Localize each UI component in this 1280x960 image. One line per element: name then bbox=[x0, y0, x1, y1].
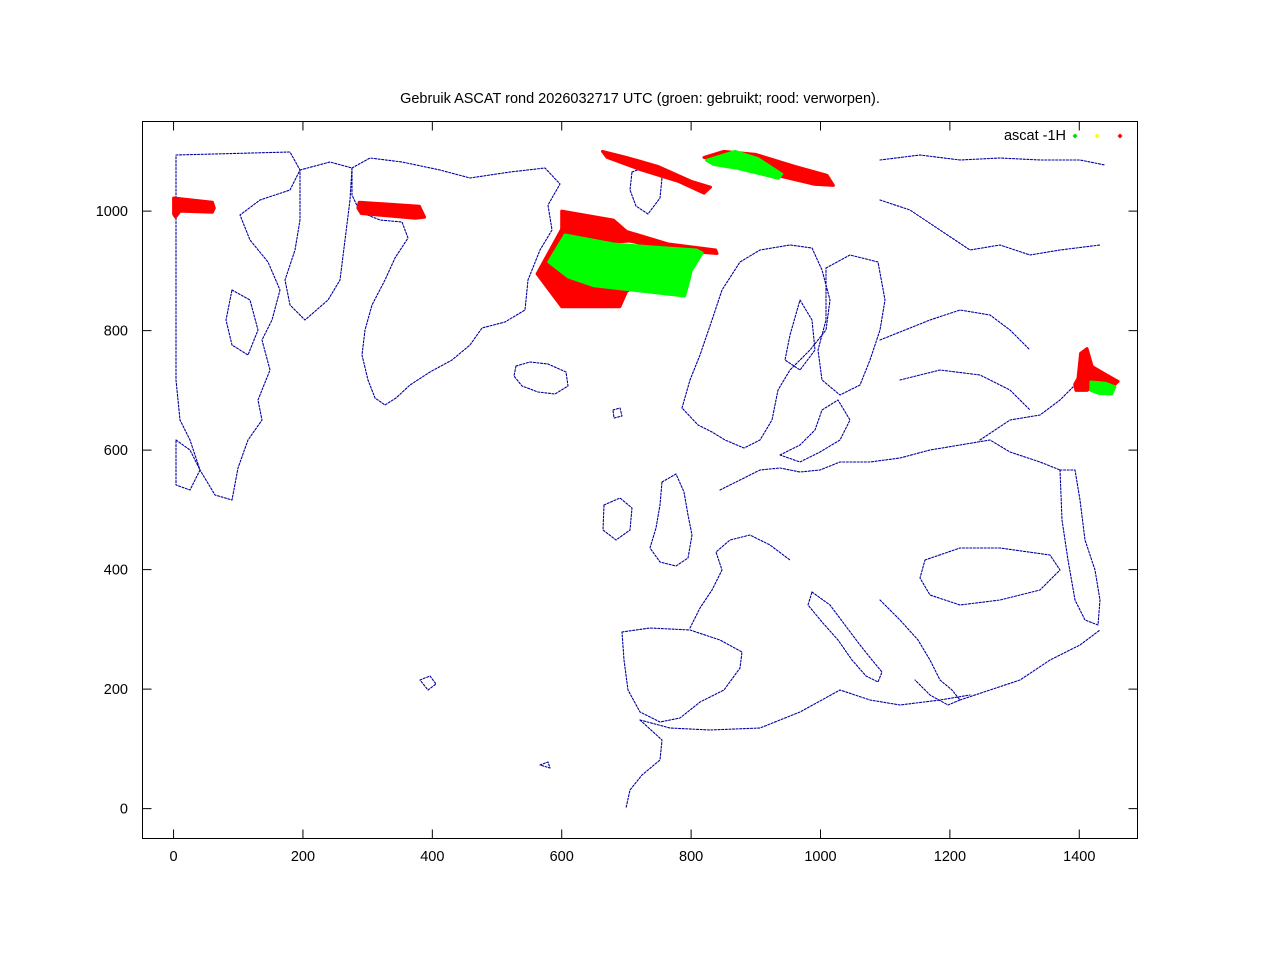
coastline bbox=[784, 299, 816, 371]
x-tick-label: 1200 bbox=[934, 849, 966, 865]
coastline bbox=[621, 627, 743, 723]
plot-frame bbox=[142, 121, 1138, 839]
legend-marker bbox=[1072, 133, 1078, 139]
x-tick-label: 1400 bbox=[1063, 849, 1095, 865]
ascat-rejected-region bbox=[172, 196, 216, 219]
x-tick-label: 200 bbox=[291, 849, 315, 865]
x-tick-label: 0 bbox=[170, 849, 178, 865]
coastline bbox=[225, 289, 259, 356]
x-axis: 0 200 400 600 800 1000 1200 1400 bbox=[170, 121, 1095, 865]
coastline bbox=[175, 439, 201, 491]
legend-markers bbox=[1072, 133, 1123, 139]
legend-marker bbox=[1094, 133, 1100, 139]
y-tick-label: 800 bbox=[104, 324, 128, 340]
coastline bbox=[719, 439, 1061, 491]
coastline bbox=[625, 719, 663, 809]
coastline bbox=[649, 473, 693, 567]
y-tick-label: 200 bbox=[104, 682, 128, 698]
coastline bbox=[879, 599, 961, 706]
y-tick-label: 1000 bbox=[96, 204, 128, 220]
ascat-used-region bbox=[705, 149, 784, 180]
ascat-used-region bbox=[547, 233, 704, 298]
coastline bbox=[1059, 469, 1101, 626]
coastline bbox=[779, 399, 851, 463]
ascat-used-region bbox=[1089, 380, 1117, 396]
coastline bbox=[602, 497, 633, 541]
chart-title: Gebruik ASCAT rond 2026032717 UTC (groen… bbox=[400, 91, 880, 107]
coastline bbox=[513, 361, 569, 395]
ascat-rejected-region bbox=[601, 149, 712, 195]
y-tick-label: 600 bbox=[104, 443, 128, 459]
coastline bbox=[879, 154, 1106, 166]
coastline bbox=[959, 629, 1101, 701]
x-tick-label: 400 bbox=[420, 849, 444, 865]
x-tick-label: 600 bbox=[550, 849, 574, 865]
coastline bbox=[807, 591, 883, 683]
coastline bbox=[539, 761, 551, 769]
coastline bbox=[351, 157, 561, 406]
x-tick-label: 1000 bbox=[804, 849, 836, 865]
coastline bbox=[879, 309, 1031, 351]
coastline bbox=[284, 161, 353, 321]
coastline bbox=[639, 689, 971, 731]
ascat-rejected-region bbox=[1073, 347, 1120, 392]
coastline bbox=[879, 199, 1101, 256]
coastline-layer bbox=[175, 151, 1106, 809]
coastline bbox=[899, 369, 1031, 411]
coastline bbox=[419, 675, 437, 691]
coastline bbox=[612, 407, 623, 419]
y-axis: 0 200 400 600 800 1000 bbox=[96, 204, 1138, 818]
coastline bbox=[979, 379, 1081, 441]
legend-marker bbox=[1117, 133, 1123, 139]
y-tick-label: 0 bbox=[120, 802, 128, 818]
ascat-swath-layer bbox=[172, 149, 1120, 396]
coastline bbox=[919, 547, 1061, 606]
coastline bbox=[817, 254, 886, 396]
coastline bbox=[681, 244, 831, 449]
x-tick-label: 800 bbox=[679, 849, 703, 865]
coastline bbox=[689, 534, 791, 629]
coastline bbox=[175, 151, 301, 501]
ascat-rejected-region bbox=[356, 200, 427, 220]
y-tick-label: 400 bbox=[104, 563, 128, 579]
legend: ascat -1H bbox=[1004, 128, 1123, 144]
legend-label: ascat -1H bbox=[1004, 128, 1066, 144]
